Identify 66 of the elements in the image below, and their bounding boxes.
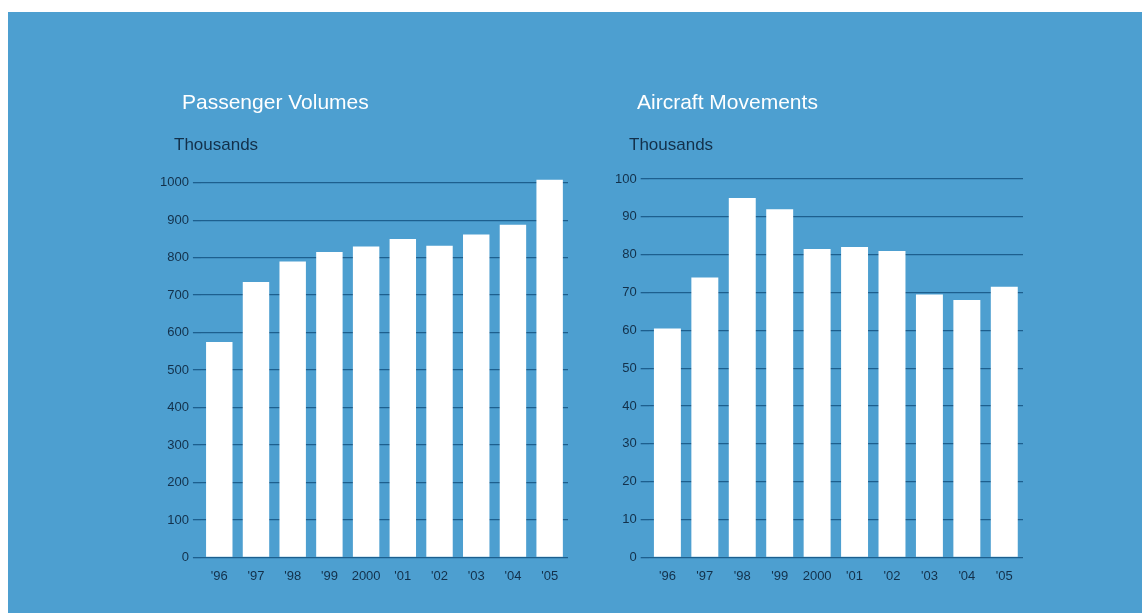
x-tick-label: '96 bbox=[210, 567, 228, 583]
x-tick-label: '01 bbox=[846, 567, 864, 583]
bar bbox=[389, 238, 417, 557]
x-tick-label: '98 bbox=[733, 567, 751, 583]
x-tick-label: '96 bbox=[658, 567, 676, 583]
bar bbox=[953, 300, 981, 557]
bar bbox=[536, 179, 563, 557]
y-tick-label: 20 bbox=[622, 473, 637, 489]
bar bbox=[426, 245, 453, 557]
bar bbox=[915, 294, 943, 557]
bar bbox=[499, 224, 527, 557]
bar bbox=[691, 277, 719, 557]
y-tick-label: 100 bbox=[167, 511, 189, 527]
y-tick-label: 50 bbox=[622, 359, 637, 375]
x-tick-label: '99 bbox=[320, 567, 338, 583]
x-tick-label: '01 bbox=[394, 567, 412, 583]
y-tick-label: 800 bbox=[167, 249, 189, 265]
x-tick-label: '03 bbox=[467, 567, 485, 583]
x-tick-label: 2000 bbox=[802, 567, 832, 583]
y-tick-label: 400 bbox=[167, 399, 189, 415]
x-tick-label: '05 bbox=[995, 567, 1013, 583]
y-tick-label: 700 bbox=[167, 286, 189, 302]
x-tick-label: '03 bbox=[920, 567, 938, 583]
y-tick-label: 600 bbox=[167, 324, 189, 340]
x-tick-label: 2000 bbox=[351, 567, 381, 583]
x-tick-label: '02 bbox=[431, 567, 448, 583]
y-tick-label: 100 bbox=[614, 170, 637, 186]
bar bbox=[316, 252, 343, 557]
bar bbox=[279, 261, 306, 557]
y-axis-title: Thousands bbox=[174, 135, 259, 155]
bar bbox=[352, 246, 380, 557]
bar bbox=[206, 341, 233, 557]
bar bbox=[766, 209, 794, 557]
bar bbox=[841, 247, 869, 557]
y-tick-label: 500 bbox=[167, 361, 189, 377]
x-tick-label: '05 bbox=[541, 567, 559, 583]
bar bbox=[653, 328, 681, 557]
chart-title: Passenger Volumes bbox=[182, 90, 369, 114]
bar bbox=[242, 282, 270, 557]
y-tick-label: 1000 bbox=[160, 174, 189, 190]
x-tick-label: '04 bbox=[958, 567, 976, 583]
y-axis-title: Thousands bbox=[629, 135, 714, 155]
bar bbox=[878, 250, 906, 557]
x-tick-label: '02 bbox=[883, 567, 901, 583]
y-tick-label: 80 bbox=[622, 246, 637, 262]
x-tick-label: '98 bbox=[284, 567, 302, 583]
y-tick-label: 300 bbox=[167, 436, 189, 452]
y-tick-label: 0 bbox=[629, 548, 637, 564]
x-tick-label: '97 bbox=[696, 567, 714, 583]
bar bbox=[728, 197, 756, 557]
y-tick-label: 70 bbox=[622, 284, 637, 300]
y-tick-label: 90 bbox=[622, 208, 637, 224]
x-tick-label: '04 bbox=[504, 567, 522, 583]
y-tick-label: 60 bbox=[622, 321, 637, 337]
y-tick-label: 900 bbox=[167, 211, 189, 227]
x-tick-label: '99 bbox=[771, 567, 789, 583]
y-tick-label: 30 bbox=[622, 435, 637, 451]
bar bbox=[990, 286, 1018, 557]
y-tick-label: 0 bbox=[181, 548, 189, 564]
y-tick-label: 10 bbox=[622, 511, 637, 527]
y-tick-label: 200 bbox=[167, 474, 189, 490]
chart-title: Aircraft Movements bbox=[637, 90, 818, 114]
bar bbox=[463, 234, 490, 557]
x-tick-label: '97 bbox=[247, 567, 265, 583]
bar bbox=[803, 249, 831, 557]
y-tick-label: 40 bbox=[622, 397, 637, 413]
